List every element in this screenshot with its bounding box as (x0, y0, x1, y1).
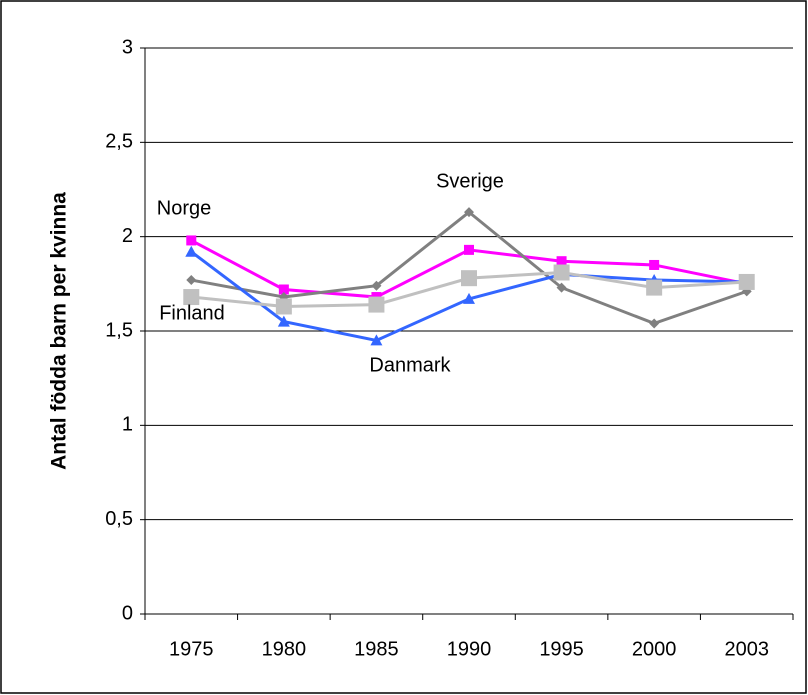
y-tick-label: 3 (122, 36, 133, 58)
marker (183, 289, 200, 306)
x-tick-label: 1985 (354, 638, 399, 660)
marker (371, 280, 382, 291)
x-tick-label: 1990 (447, 638, 492, 660)
marker (185, 245, 198, 257)
marker (461, 270, 477, 287)
marker (463, 292, 475, 304)
marker (556, 256, 567, 267)
x-tick-label: 1975 (169, 638, 214, 660)
marker (368, 296, 385, 313)
series-label: Finland (159, 302, 225, 324)
marker (646, 279, 663, 296)
marker (278, 284, 289, 295)
marker (649, 318, 660, 329)
marker (464, 244, 474, 255)
marker (556, 282, 567, 293)
marker (464, 207, 474, 218)
y-tick-label: 0,5 (105, 508, 133, 530)
y-tick-label: 1,5 (105, 319, 133, 341)
x-tick-label: 2000 (632, 638, 677, 660)
marker (553, 264, 570, 281)
marker (277, 315, 290, 327)
marker (649, 259, 660, 270)
marker (738, 273, 755, 290)
marker (186, 275, 197, 286)
y-tick-label: 2,5 (105, 131, 133, 153)
y-tick-label: 1 (122, 414, 133, 436)
y-axis-title: Antal födda barn per kvinna (48, 192, 71, 470)
x-tick-label: 2003 (724, 638, 769, 660)
y-tick-label: 2 (122, 225, 133, 247)
series-label: Norge (157, 197, 211, 219)
marker (275, 298, 292, 315)
series-label: Danmark (369, 354, 451, 376)
x-tick-label: 1980 (262, 638, 307, 660)
y-tick-label: 0 (122, 602, 133, 624)
series-label: Sverige (436, 170, 504, 192)
marker (370, 334, 383, 346)
marker (186, 235, 197, 246)
x-tick-label: 1995 (539, 638, 584, 660)
